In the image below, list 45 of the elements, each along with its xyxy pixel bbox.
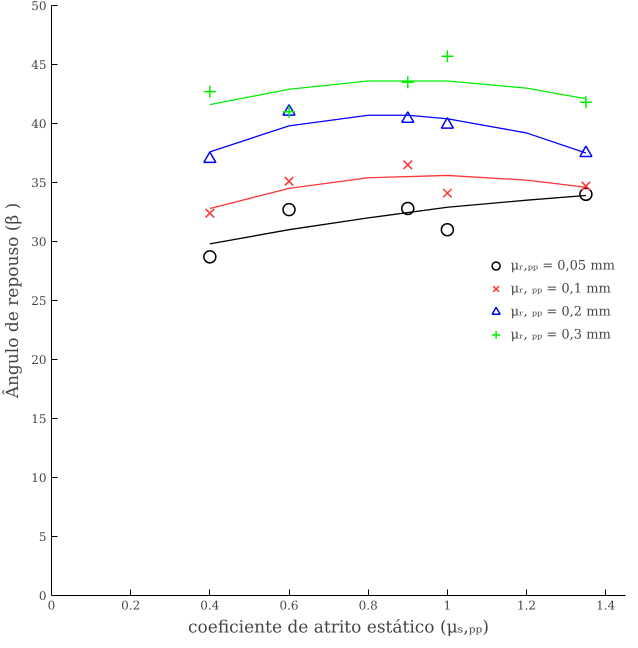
legend-label: μᵣ, ₚₚ = 0,1 mm (510, 281, 611, 296)
y-tick-label: 5 (38, 530, 47, 544)
y-axis-title: Ângulo de repouso (β ) (2, 202, 24, 400)
y-tick-label: 30 (31, 235, 47, 249)
point (401, 111, 415, 123)
x-tick-label: 0.4 (200, 598, 220, 612)
point (440, 49, 454, 63)
x-tick-label: 0 (48, 598, 56, 612)
y-tick-label: 35 (31, 176, 47, 190)
y-tick-label: 10 (31, 471, 47, 485)
point (203, 250, 217, 264)
legend-label: μᵣ, ₚₚ = 0,2 mm (510, 304, 611, 319)
point (282, 104, 296, 118)
point (284, 176, 294, 186)
point (402, 160, 413, 170)
point (203, 84, 217, 98)
y-tick-label: 25 (31, 294, 47, 308)
x-tick-label: 0.2 (121, 598, 140, 612)
y-tick-label: 15 (31, 412, 47, 426)
x-tick-label: 1.4 (596, 598, 616, 612)
y-tick-label: 20 (31, 353, 47, 367)
x-tick-label: 0.8 (358, 598, 378, 612)
x-axis-title: coeficiente de atrito estático (μₛ,ₚₚ) (188, 618, 490, 638)
y-tick-label: 40 (31, 117, 47, 131)
point (580, 181, 591, 192)
point (440, 222, 454, 236)
x-tick-label: 1.2 (516, 598, 536, 612)
legend-label: μᵣ, ₚₚ = 0,3 mm (510, 327, 611, 342)
point (579, 188, 593, 202)
y-tick-label: 0 (38, 589, 47, 603)
point (203, 151, 217, 164)
point (401, 75, 415, 89)
point (282, 202, 296, 216)
point (282, 104, 296, 116)
x-tick-label: 0.6 (279, 598, 299, 612)
point (579, 145, 593, 158)
y-tick-label: 45 (31, 58, 47, 72)
y-tick-label: 50 (31, 0, 47, 13)
point (204, 208, 215, 218)
point (440, 117, 454, 129)
legend-label: μᵣ,ₚₚ = 0,05 mm (510, 258, 615, 273)
point (579, 96, 593, 110)
x-tick-label: 1 (444, 598, 452, 612)
point (442, 188, 452, 198)
point (401, 202, 415, 216)
